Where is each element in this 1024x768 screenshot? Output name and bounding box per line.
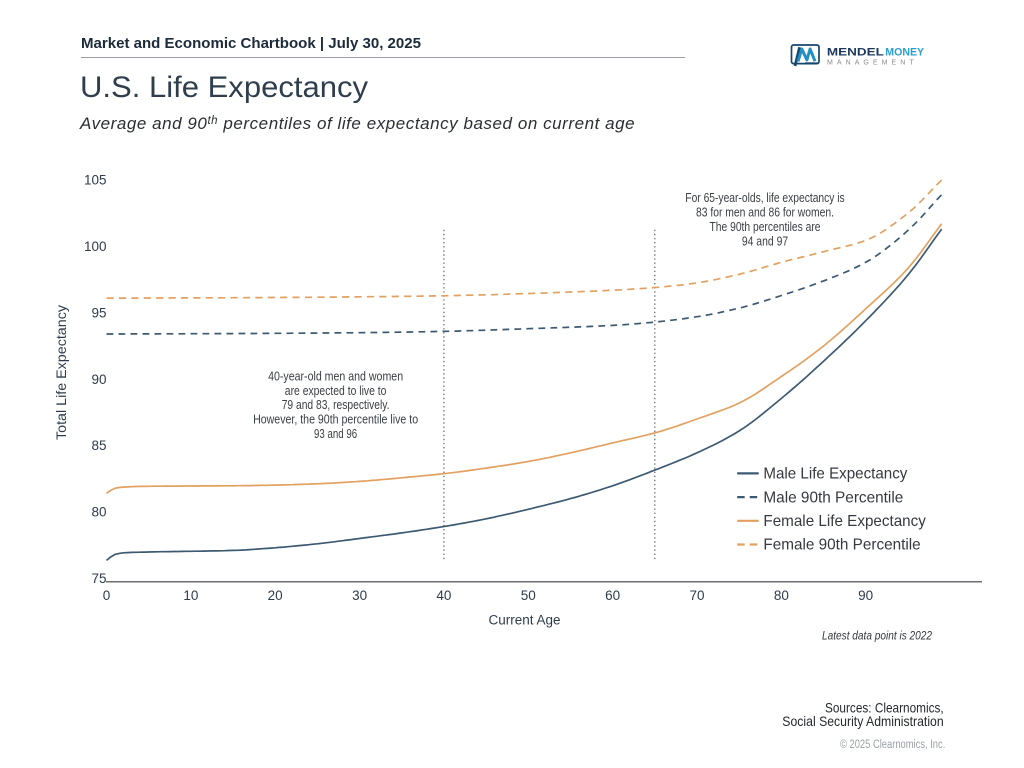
svg-text:For 65-year-olds, life expecta: For 65-year-olds, life expectancy is — [685, 191, 844, 205]
svg-text:75: 75 — [91, 571, 106, 586]
svg-text:80: 80 — [91, 505, 106, 520]
svg-text:Male Life Expectancy: Male Life Expectancy — [763, 466, 907, 483]
svg-text:10: 10 — [183, 588, 198, 603]
svg-text:Female Life Expectancy: Female Life Expectancy — [763, 513, 926, 530]
svg-text:79 and 83, respectively.: 79 and 83, respectively. — [282, 398, 390, 412]
svg-text:Market and Economic Chartbook: Market and Economic Chartbook | July 30,… — [81, 35, 421, 52]
svg-text:93 and 96: 93 and 96 — [314, 427, 357, 441]
svg-text:20: 20 — [268, 588, 283, 603]
svg-text:MANAGEMENT: MANAGEMENT — [827, 60, 918, 67]
svg-text:Latest data point is 2022: Latest data point is 2022 — [822, 628, 932, 642]
svg-text:30: 30 — [352, 588, 367, 603]
svg-text:Current Age: Current Age — [488, 612, 560, 627]
svg-text:83 for men and 86 for women.: 83 for men and 86 for women. — [696, 206, 834, 220]
svg-text:100: 100 — [84, 239, 107, 254]
svg-text:40: 40 — [436, 588, 451, 603]
svg-text:70: 70 — [689, 588, 704, 603]
svg-text:Average and 90th percentiles o: Average and 90th percentiles of life exp… — [79, 114, 635, 133]
svg-text:95: 95 — [91, 306, 106, 321]
svg-text:U.S. Life Expectancy: U.S. Life Expectancy — [80, 71, 368, 104]
svg-text:105: 105 — [84, 173, 107, 188]
svg-text:80: 80 — [774, 588, 789, 603]
svg-text:90: 90 — [91, 372, 106, 387]
svg-text:Female 90th Percentile: Female 90th Percentile — [763, 537, 920, 554]
svg-text:0: 0 — [103, 588, 111, 603]
svg-text:Male 90th Percentile: Male 90th Percentile — [763, 489, 903, 506]
svg-text:Social Security Administration: Social Security Administration — [782, 714, 943, 729]
svg-text:The 90th percentiles are: The 90th percentiles are — [710, 220, 821, 234]
svg-text:40-year-old men and women: 40-year-old men and women — [268, 369, 403, 383]
svg-text:MENDEL: MENDEL — [827, 47, 884, 59]
svg-text:© 2025 Clearnomics, Inc.: © 2025 Clearnomics, Inc. — [840, 739, 945, 751]
svg-text:Sources: Clearnomics,: Sources: Clearnomics, — [825, 700, 944, 715]
svg-text:50: 50 — [521, 588, 536, 603]
svg-text:85: 85 — [91, 438, 106, 453]
svg-text:Total Life Expectancy: Total Life Expectancy — [54, 305, 69, 440]
svg-text:MONEY: MONEY — [885, 47, 924, 59]
svg-text:94 and 97: 94 and 97 — [742, 234, 788, 248]
svg-text:However, the 90th percentile l: However, the 90th percentile live to — [253, 413, 418, 427]
svg-text:are expected to live to: are expected to live to — [285, 384, 387, 398]
svg-text:90: 90 — [858, 588, 873, 603]
svg-text:60: 60 — [605, 588, 620, 603]
